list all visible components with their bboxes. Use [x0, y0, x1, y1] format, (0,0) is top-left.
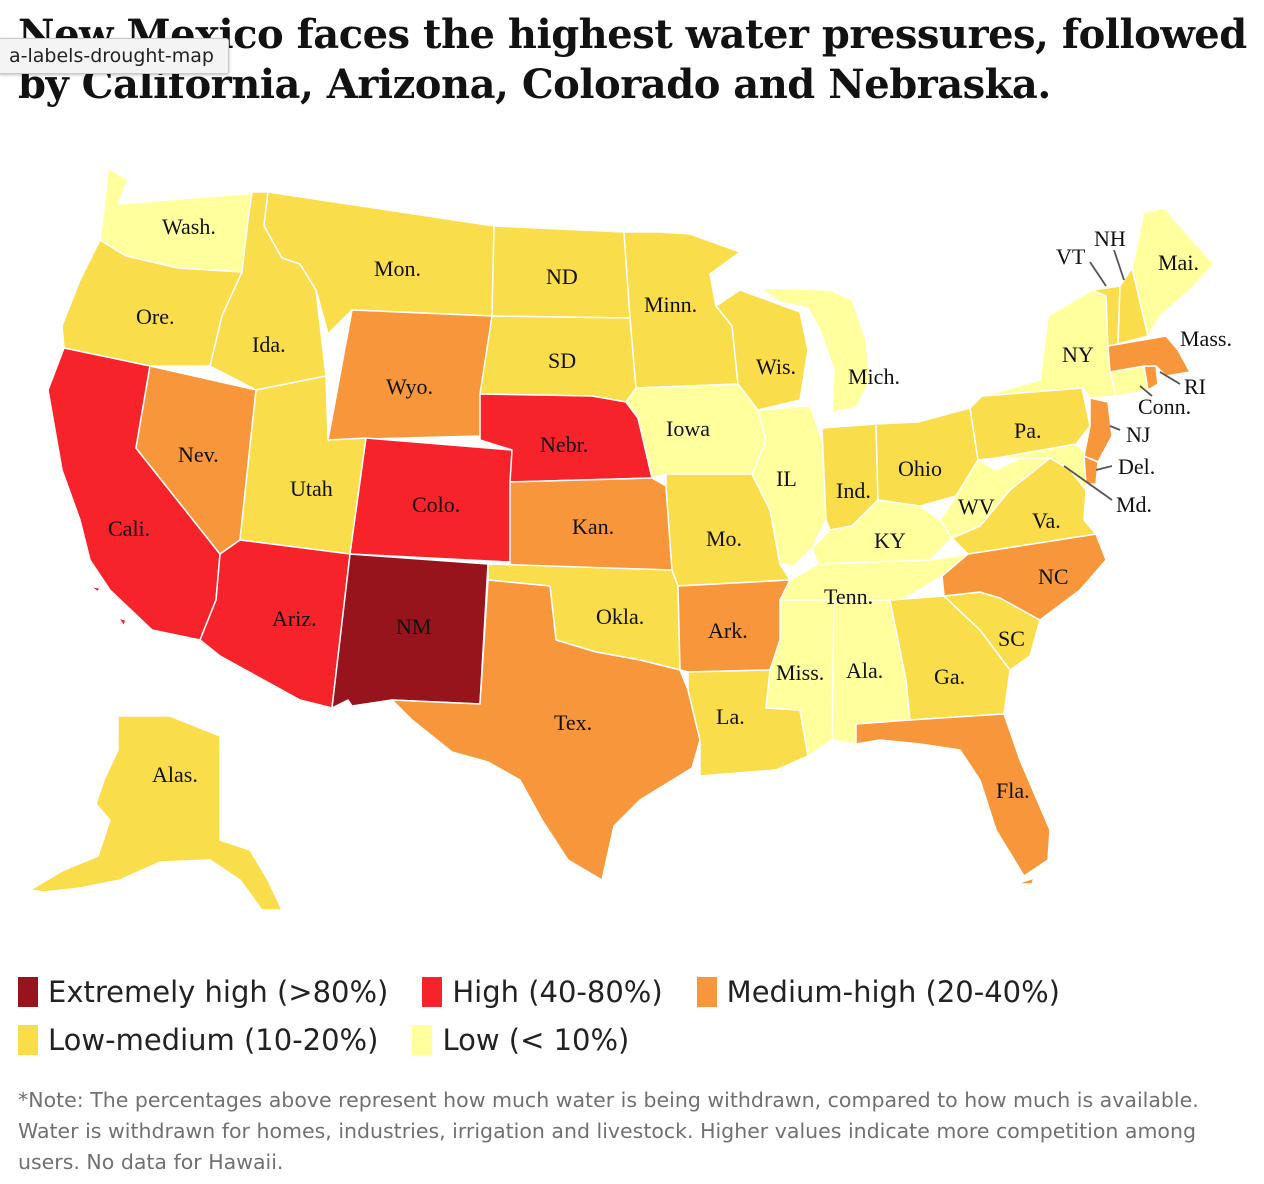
label-nc: NC: [1038, 564, 1069, 589]
label-wi: Wis.: [756, 354, 796, 379]
state-md[interactable]: [995, 443, 1091, 491]
label-nh: NH: [1094, 226, 1126, 251]
us-water-stress-map: Wash. Ore. Cali. Ida. Nev. Mon. Wyo. Uta…: [29, 167, 1232, 911]
label-ms: Miss.: [776, 660, 824, 685]
leader-nh: [1113, 249, 1125, 281]
label-me: Mai.: [1158, 250, 1199, 275]
label-ar: Ark.: [708, 618, 748, 643]
legend-item-high: High (40-80%): [422, 975, 663, 1009]
label-in: Ind.: [836, 478, 871, 503]
legend-swatch: [412, 1025, 433, 1055]
legend-swatch: [18, 1025, 38, 1055]
hover-tooltip: a-labels-drought-map: [0, 38, 229, 74]
leader-md: [1063, 465, 1113, 501]
label-ga: Ga.: [934, 664, 965, 689]
legend-item-low-medium: Low-medium (10-20%): [18, 1023, 378, 1057]
footnote: *Note: The percentages above represent h…: [18, 1088, 1199, 1174]
state-il[interactable]: [751, 405, 827, 567]
label-ne: Nebr.: [540, 432, 588, 457]
state-nj[interactable]: [1083, 397, 1113, 463]
legend-swatch: [696, 977, 717, 1007]
state-tx[interactable]: [391, 579, 701, 881]
label-la: La.: [716, 704, 745, 729]
label-id: Ida.: [252, 332, 286, 357]
label-ia: Iowa: [666, 416, 710, 441]
state-nm[interactable]: [331, 553, 489, 709]
label-wy: Wyo.: [386, 374, 433, 399]
label-de: Del.: [1118, 454, 1155, 479]
label-ky: KY: [874, 528, 906, 553]
legend-label: Low-medium (10-20%): [48, 1023, 379, 1057]
label-il: IL: [776, 466, 797, 491]
state-wv[interactable]: [939, 457, 1051, 539]
legend-item-low: Low (< 10%): [412, 1023, 629, 1057]
state-ca-island: [117, 617, 127, 627]
label-ri: RI: [1184, 374, 1206, 399]
label-nj: NJ: [1126, 422, 1151, 447]
label-al: Ala.: [846, 658, 883, 683]
label-vt: VT: [1056, 244, 1086, 269]
label-co: Colo.: [412, 492, 460, 517]
label-sc: SC: [998, 626, 1025, 651]
state-nc[interactable]: [941, 533, 1107, 621]
state-ak[interactable]: [29, 715, 283, 911]
label-nv: Nev.: [178, 442, 219, 467]
label-fl: Fla.: [996, 778, 1030, 803]
legend-item-medium-high: Medium-high (20-40%): [696, 975, 1060, 1009]
label-va: Va.: [1032, 508, 1061, 533]
label-ca: Cali.: [108, 516, 150, 541]
label-ma: Mass.: [1180, 326, 1232, 351]
label-ut: Utah: [290, 476, 333, 501]
leader-del: [1095, 465, 1113, 471]
state-ny[interactable]: [981, 289, 1117, 399]
legend-row: Low-medium (10-20%) Low (< 10%): [18, 1016, 1248, 1064]
label-ks: Kan.: [572, 514, 614, 539]
state-de[interactable]: [1083, 455, 1099, 485]
label-ct: Conn.: [1138, 394, 1191, 419]
state-mi[interactable]: [759, 287, 871, 413]
label-ak: Alas.: [152, 762, 198, 787]
label-tx: Tex.: [554, 710, 592, 735]
state-vt[interactable]: [1091, 285, 1121, 347]
label-mt: Mon.: [374, 256, 421, 281]
label-md: Md.: [1116, 492, 1152, 517]
label-sd: SD: [548, 348, 576, 373]
label-tn: Tenn.: [824, 584, 873, 609]
label-or: Ore.: [136, 304, 174, 329]
label-mn: Minn.: [644, 292, 697, 317]
leader-vt: [1089, 261, 1107, 287]
legend: Extremely high (>80%) High (40-80%) Medi…: [18, 968, 1248, 1064]
leader-conn: [1139, 385, 1153, 397]
state-wi[interactable]: [715, 289, 809, 411]
legend-label: Medium-high (20-40%): [726, 975, 1060, 1009]
legend-row: Extremely high (>80%) High (40-80%) Medi…: [18, 968, 1248, 1016]
label-nm: NM: [396, 614, 431, 639]
label-mi: Mich.: [848, 364, 900, 389]
legend-label: High (40-80%): [452, 975, 663, 1009]
label-oh: Ohio: [898, 456, 942, 481]
label-nd: ND: [546, 264, 578, 289]
state-me[interactable]: [1131, 207, 1215, 337]
legend-item-extremely-high: Extremely high (>80%): [18, 975, 388, 1009]
legend-label: Low (< 10%): [442, 1023, 630, 1057]
label-ok: Okla.: [596, 604, 644, 629]
legend-label: Extremely high (>80%): [48, 975, 389, 1009]
label-mo: Mo.: [706, 526, 742, 551]
state-fl[interactable]: [855, 713, 1051, 877]
label-ny: NY: [1062, 342, 1094, 367]
leader-nj: [1109, 425, 1121, 431]
label-wv: WV: [958, 494, 995, 519]
label-wa: Wash.: [162, 214, 216, 239]
legend-swatch: [18, 977, 38, 1007]
state-fl-keys: [1015, 877, 1035, 885]
label-az: Ariz.: [272, 606, 317, 631]
label-pa: Pa.: [1014, 418, 1042, 443]
state-ca-island: [89, 585, 101, 593]
legend-swatch: [422, 977, 443, 1007]
leader-ri: [1159, 371, 1181, 385]
